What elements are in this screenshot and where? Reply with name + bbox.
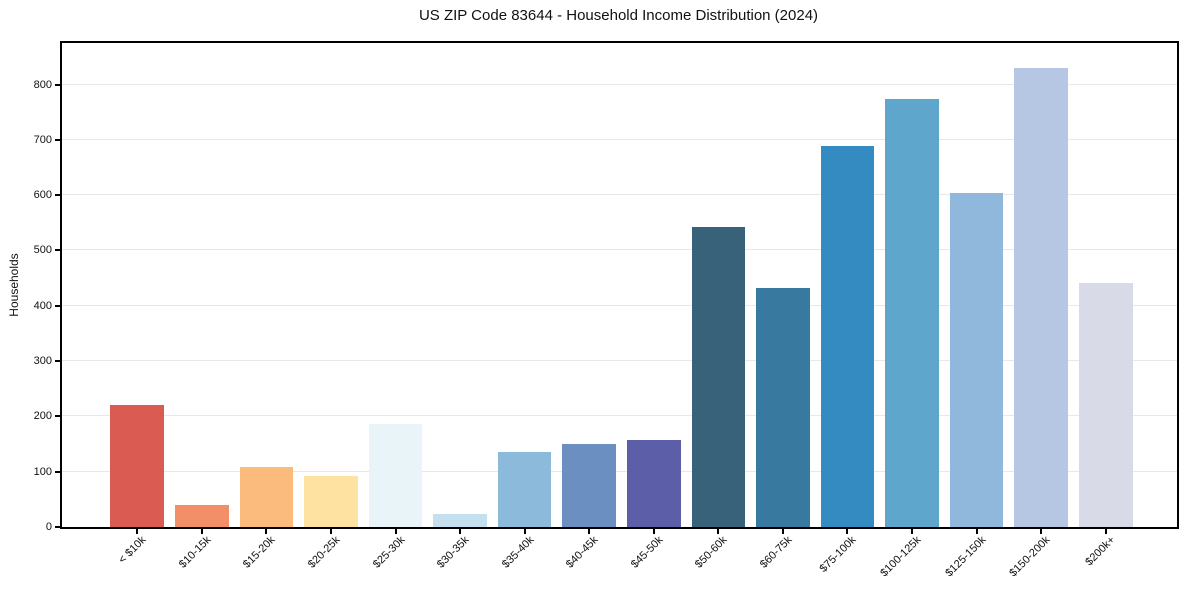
y-tick-label: 800 <box>33 78 52 91</box>
x-tick-mark <box>200 527 203 534</box>
x-tick-label: < $10k <box>116 534 149 567</box>
gridline <box>62 360 1177 362</box>
y-tick-label: 700 <box>33 133 52 146</box>
bar-slot <box>686 43 751 527</box>
x-tick-mark <box>975 527 978 534</box>
gridline <box>62 249 1177 251</box>
bar <box>1014 68 1068 527</box>
bar <box>175 505 229 527</box>
bar-slot <box>105 43 170 527</box>
x-tick-mark <box>1040 527 1043 534</box>
y-tick-label: 200 <box>33 410 52 423</box>
bar-slot <box>363 43 428 527</box>
x-tick-mark <box>394 527 397 534</box>
bar-slot <box>428 43 493 527</box>
gridline <box>62 138 1177 140</box>
y-tick-mark <box>55 194 60 197</box>
bar <box>626 440 681 527</box>
y-tick-label: 600 <box>33 189 52 202</box>
bar-slot <box>1073 43 1138 527</box>
y-tick-mark <box>55 470 60 473</box>
bar <box>820 146 875 527</box>
x-tick-mark <box>846 527 849 534</box>
bar <box>433 514 487 527</box>
bar <box>562 444 616 527</box>
gridline <box>62 83 1177 85</box>
x-tick-mark <box>588 527 591 534</box>
x-tick-mark <box>523 527 526 534</box>
chart-title: US ZIP Code 83644 - Household Income Dis… <box>418 7 819 24</box>
plot-area: 0 100 200 300 400 500 600 700 800 < $10k $10-15k $1… <box>34 41 1179 579</box>
y-tick-mark <box>55 249 60 252</box>
x-tick-mark <box>1104 527 1107 534</box>
x-tick-mark <box>136 527 139 534</box>
y-tick-mark <box>55 304 60 307</box>
x-tick-mark <box>781 527 784 534</box>
bar <box>949 192 1004 527</box>
bar <box>756 287 810 527</box>
y-tick-label: 100 <box>33 465 52 478</box>
bar <box>497 451 552 527</box>
bar-slot <box>815 43 880 527</box>
bar-slot <box>557 43 622 527</box>
bar <box>1078 283 1133 527</box>
x-tick-mark <box>459 527 462 534</box>
bar <box>304 476 358 527</box>
bar <box>239 466 294 527</box>
x-tick-mark <box>265 527 268 534</box>
bar-slot <box>234 43 299 527</box>
x-tick-mark <box>652 527 655 534</box>
x-tick-mark <box>717 527 720 534</box>
bar <box>885 99 939 527</box>
bar-slot <box>944 43 1009 527</box>
bar-slot <box>299 43 364 527</box>
gridline <box>62 415 1177 417</box>
gridline <box>62 470 1177 472</box>
y-tick-mark <box>55 526 60 528</box>
y-tick-mark <box>55 415 60 418</box>
y-tick-mark <box>55 138 60 141</box>
x-tick-mark <box>329 527 332 534</box>
gridline <box>62 304 1177 306</box>
bar <box>691 227 746 527</box>
bars-layer <box>62 43 1177 527</box>
gridline <box>62 194 1177 196</box>
x-tick-mark <box>911 527 914 534</box>
y-tick-label: 0 <box>45 521 52 533</box>
bar-slot <box>170 43 235 527</box>
y-tick-label: 500 <box>33 244 52 257</box>
y-tick-mark <box>55 83 60 86</box>
bar <box>110 404 165 527</box>
bar-slot <box>622 43 687 527</box>
bar-slot <box>1009 43 1074 527</box>
y-tick-label: 400 <box>33 299 52 312</box>
y-tick-label: 300 <box>33 355 52 368</box>
bar-slot <box>880 43 945 527</box>
y-tick-mark <box>55 360 60 363</box>
bar-slot <box>492 43 557 527</box>
bar-slot <box>751 43 816 527</box>
bar <box>368 424 423 527</box>
